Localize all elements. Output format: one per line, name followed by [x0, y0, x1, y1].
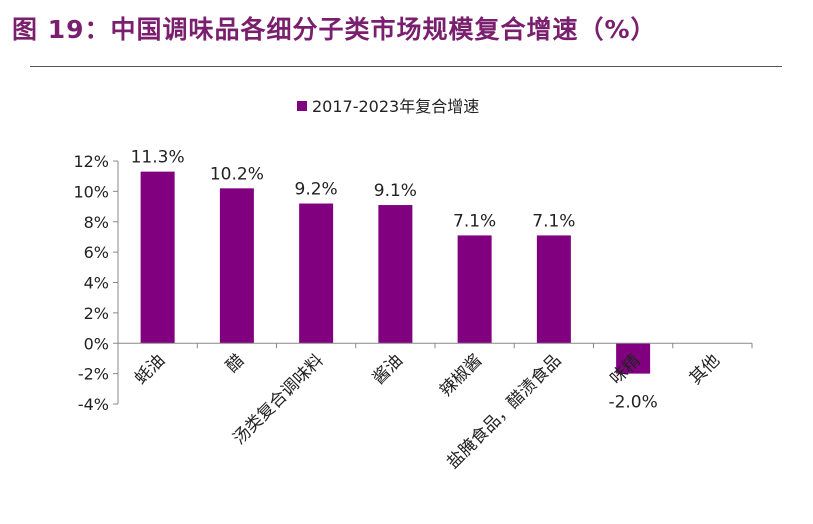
y-tick-label: 10%	[73, 182, 109, 201]
x-tick-label: 蚝油	[131, 351, 169, 389]
bar	[536, 235, 571, 344]
bar	[457, 235, 492, 344]
y-tick-label: 8%	[84, 213, 109, 232]
data-label: 7.1%	[532, 211, 575, 231]
data-label: -2.0%	[608, 393, 657, 413]
y-tick-label: 2%	[84, 304, 109, 323]
x-tick-label: 辣椒酱	[436, 351, 486, 401]
y-tick-label: 0%	[84, 334, 109, 353]
data-label: 7.1%	[453, 211, 496, 231]
x-tick-label: 酱油	[369, 351, 407, 389]
legend: 2017-2023年复合增速	[297, 97, 479, 116]
data-label: 10.2%	[210, 164, 264, 184]
y-tick-label: -2%	[78, 365, 109, 384]
y-tick-label: -4%	[78, 395, 109, 414]
legend-label: 2017-2023年复合增速	[312, 97, 479, 116]
title-divider	[30, 66, 782, 67]
y-tick-label: 4%	[84, 274, 109, 293]
bar	[378, 205, 413, 344]
bar	[219, 188, 254, 344]
legend-swatch	[297, 101, 307, 111]
data-label: 11.3%	[131, 148, 185, 168]
data-label: 9.2%	[295, 180, 338, 200]
x-tick-label: 醋	[222, 351, 248, 377]
y-tick-label: 12%	[73, 152, 109, 171]
bar	[616, 343, 651, 374]
bar	[299, 203, 334, 344]
x-tick-label: 其他	[686, 351, 724, 389]
bars: 11.3% 10.2% 9.2% 9.1% 7.1% 7.1% -2.0%	[131, 148, 658, 413]
y-tick-label: 6%	[84, 243, 109, 262]
figure-title: 图 19：中国调味品各细分子类市场规模复合增速（%）	[12, 15, 657, 44]
bar	[140, 171, 175, 344]
data-label: 9.1%	[374, 181, 417, 201]
y-axis: 12% 10% 8% 6% 4% 2% 0% -2% -4%	[73, 152, 119, 414]
